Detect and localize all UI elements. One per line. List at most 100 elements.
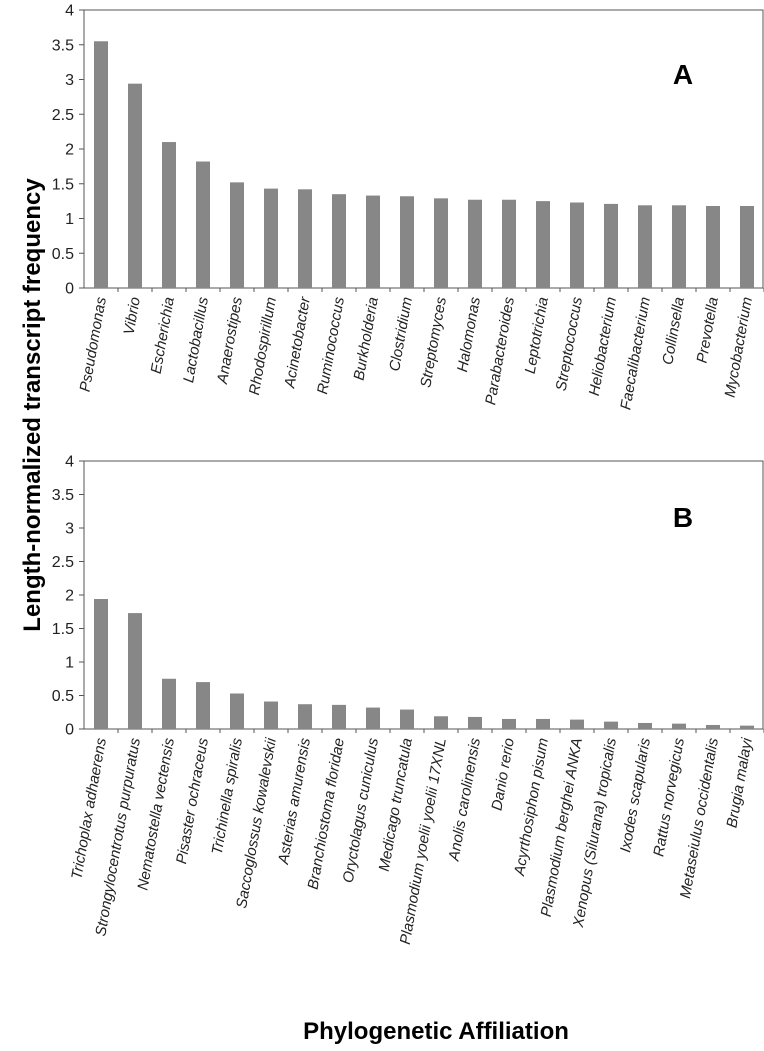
panel-a: 0 0.5 1 1.5 2 2.5 3 3.5 4 Pseudomonas Vibrio Escher… bbox=[52, 3, 764, 411]
y-tick-label: 1 bbox=[65, 211, 74, 228]
x-category-label: Mycobacterium bbox=[722, 296, 756, 399]
y-tick-label: 0.5 bbox=[52, 688, 74, 705]
y-tick-label: 1.5 bbox=[52, 621, 74, 638]
panel-label: B bbox=[673, 502, 693, 533]
y-tick-label: 0 bbox=[65, 722, 74, 739]
x-category-label: Danio rerio bbox=[488, 737, 517, 812]
x-category-label: Anaerostipes bbox=[214, 295, 246, 386]
bar bbox=[332, 704, 346, 729]
bar bbox=[400, 196, 414, 288]
x-category-label: Ruminococcus bbox=[314, 295, 348, 395]
bar bbox=[434, 198, 448, 288]
bar bbox=[366, 707, 380, 729]
bar bbox=[672, 205, 686, 288]
bar bbox=[502, 199, 516, 288]
bar bbox=[366, 195, 380, 288]
bar bbox=[604, 203, 618, 288]
y-tick-label: 3 bbox=[65, 521, 74, 538]
y-tick-label: 4 bbox=[65, 454, 74, 471]
bar bbox=[298, 704, 312, 729]
x-category-label: Ixodes scapularis bbox=[617, 736, 654, 854]
x-category-label: Lactobacillus bbox=[180, 295, 212, 384]
x-category-label: Parabacteroides bbox=[482, 295, 518, 406]
bar bbox=[740, 205, 754, 288]
x-category-label: Acyrthosiphon pisum bbox=[511, 737, 552, 878]
bar bbox=[536, 718, 550, 729]
bar bbox=[638, 205, 652, 288]
bar bbox=[230, 693, 244, 729]
x-axis-title: Phylogenetic Affiliation bbox=[303, 1018, 569, 1045]
panel-label: A bbox=[673, 59, 693, 90]
bar bbox=[638, 722, 652, 729]
bar bbox=[196, 161, 210, 288]
x-category-label: Burkholderia bbox=[351, 296, 382, 382]
x-category-label: Rattus norvegicus bbox=[650, 736, 688, 858]
bar bbox=[468, 199, 482, 288]
bar bbox=[94, 41, 108, 289]
y-tick-label: 2 bbox=[65, 142, 74, 159]
x-category-label: Heliobacterium bbox=[586, 296, 620, 397]
bar bbox=[264, 188, 278, 288]
y-tick-label: 0 bbox=[65, 281, 74, 298]
bar bbox=[162, 678, 176, 729]
y-tick-label: 1 bbox=[65, 655, 74, 672]
y-tick-label: 1.5 bbox=[52, 176, 74, 193]
x-category-label: Leptotrichia bbox=[522, 296, 552, 375]
bar bbox=[264, 701, 278, 729]
x-category-label: Asterias amurensis bbox=[275, 736, 314, 866]
x-category-label: Nematostella vectensis bbox=[134, 736, 178, 891]
bar bbox=[570, 719, 584, 729]
panel-b-frame bbox=[83, 460, 764, 730]
bar bbox=[434, 716, 448, 729]
bar bbox=[332, 194, 346, 288]
bar bbox=[502, 718, 516, 729]
x-category-label: Collinsella bbox=[659, 296, 688, 366]
bar bbox=[196, 682, 210, 729]
y-tick-label: 2.5 bbox=[52, 554, 74, 571]
bar bbox=[400, 709, 414, 729]
bar bbox=[468, 716, 482, 729]
bar bbox=[570, 202, 584, 288]
x-category-label: Streptomyces bbox=[417, 295, 450, 389]
y-tick-label: 0.5 bbox=[52, 246, 74, 263]
bar bbox=[128, 83, 142, 288]
bar bbox=[230, 182, 244, 288]
bar bbox=[706, 205, 720, 288]
x-category-label: Rhodospirillum bbox=[246, 296, 280, 397]
x-category-label: Clostridium bbox=[386, 296, 416, 373]
x-category-label: Halomonas bbox=[454, 295, 484, 373]
bar bbox=[94, 599, 108, 729]
x-category-label: Escherichia bbox=[148, 296, 178, 375]
y-tick-label: 3.5 bbox=[52, 37, 74, 54]
bar bbox=[672, 723, 686, 729]
x-category-label: Medicago truncatula bbox=[376, 737, 416, 873]
x-category-label: Acinetobacter bbox=[281, 295, 314, 390]
y-tick-label: 4 bbox=[65, 3, 74, 20]
x-category-label: Pisaster ochraceus bbox=[173, 736, 212, 865]
y-axis-title: Length-normalized transcript frequency bbox=[19, 178, 46, 632]
bar bbox=[536, 201, 550, 288]
panel-a-frame bbox=[83, 9, 764, 289]
x-category-label: Anolis carolinensis bbox=[445, 736, 484, 863]
bar bbox=[128, 613, 142, 729]
bar bbox=[604, 721, 618, 729]
x-category-label: Trichoplax adhaerens bbox=[68, 736, 110, 880]
x-category-label: Brugia malayi bbox=[723, 736, 756, 829]
y-tick-label: 3 bbox=[65, 72, 74, 89]
bar bbox=[740, 725, 754, 729]
x-category-label: Trichinella spiralis bbox=[209, 736, 246, 856]
bar bbox=[162, 142, 176, 288]
x-category-label: Vibrio bbox=[121, 296, 144, 336]
bar bbox=[706, 724, 720, 729]
y-tick-label: 2 bbox=[65, 588, 74, 605]
x-category-label: Faecalibacterium bbox=[617, 296, 654, 411]
x-category-label: Streptococcus bbox=[553, 295, 586, 392]
x-category-label: Pseudomonas bbox=[77, 295, 110, 393]
bar bbox=[298, 189, 312, 288]
x-category-label: Prevotella bbox=[694, 296, 722, 365]
y-tick-label: 2.5 bbox=[52, 107, 74, 124]
y-tick-label: 3.5 bbox=[52, 487, 74, 504]
x-category-label: Oryctolagus cuniculus bbox=[340, 736, 382, 884]
